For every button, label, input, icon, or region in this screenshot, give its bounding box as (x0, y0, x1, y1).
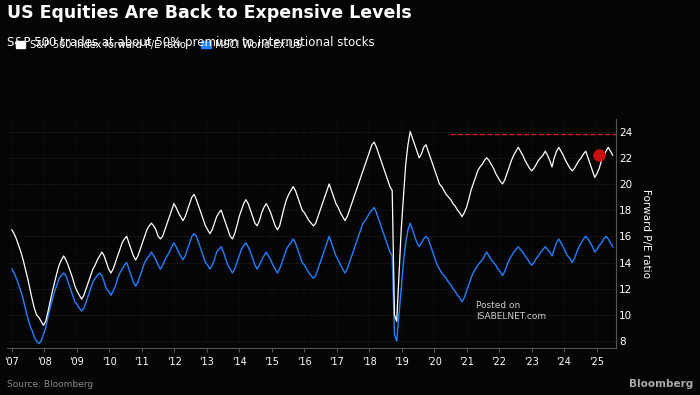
Text: Source: Bloomberg: Source: Bloomberg (7, 380, 93, 389)
Text: US Equities Are Back to Expensive Levels: US Equities Are Back to Expensive Levels (7, 4, 412, 22)
Legend: S&P 500 Index forward P/E ratio, MSCI World Ex-US: S&P 500 Index forward P/E ratio, MSCI Wo… (12, 36, 306, 54)
Text: Posted on
ISABELNET.com: Posted on ISABELNET.com (476, 301, 546, 322)
Y-axis label: Forward P/E ratio: Forward P/E ratio (641, 188, 652, 278)
Text: Bloomberg: Bloomberg (629, 379, 693, 389)
Text: S&P 500 trades at about 50% premium to international stocks: S&P 500 trades at about 50% premium to i… (7, 36, 374, 49)
